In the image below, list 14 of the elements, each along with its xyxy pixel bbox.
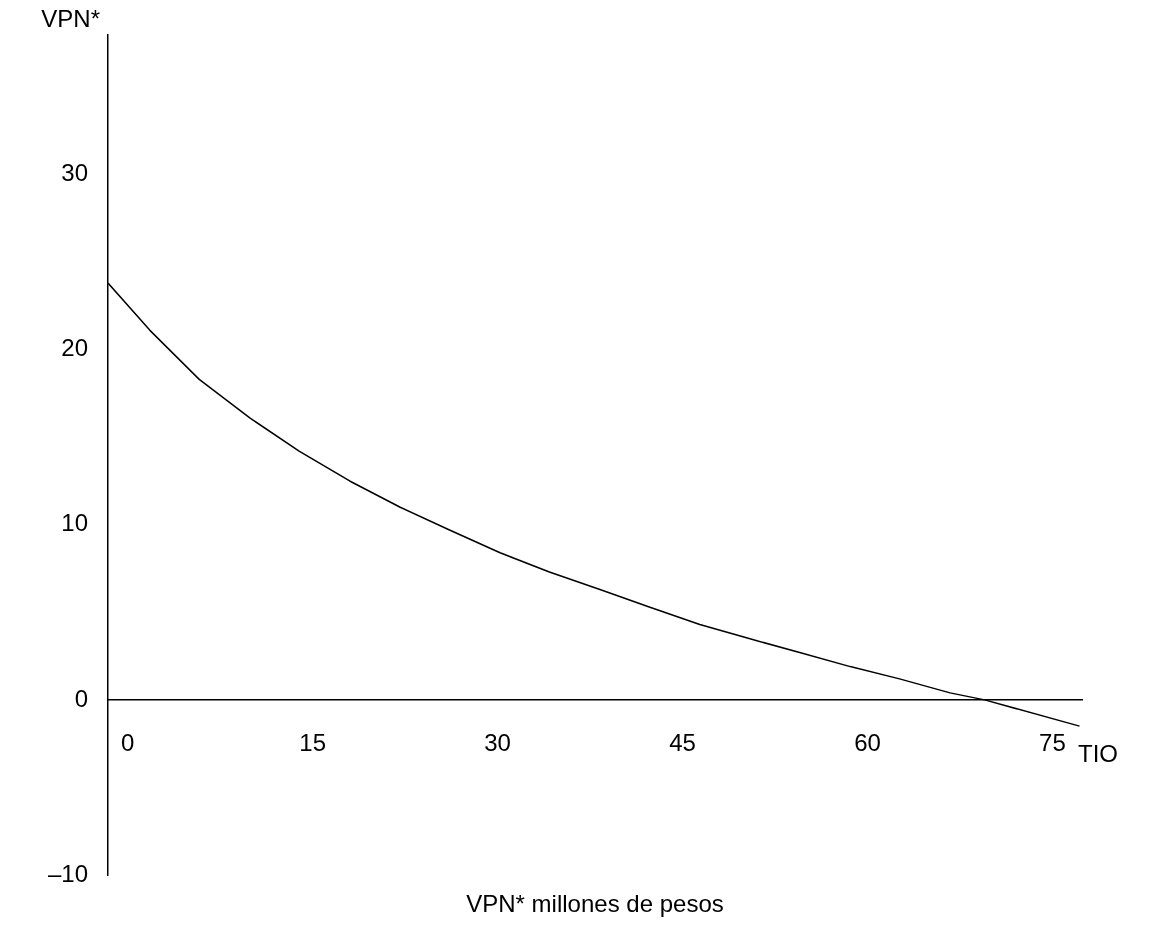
x-tick-label: 45 (669, 728, 696, 756)
y-tick-label: 30 (61, 159, 88, 187)
y-tick-label: 20 (61, 334, 88, 362)
x-tick-label: 30 (484, 728, 511, 756)
x-tick-label: 60 (854, 728, 881, 756)
y-tick-label: 0 (74, 684, 88, 712)
y-tick-label: 10 (61, 509, 88, 537)
y-tick-label: –10 (47, 859, 88, 887)
x-tick-label: 75 (1039, 728, 1066, 756)
x-tick-label: 15 (299, 728, 327, 756)
y-axis-title: VPN* (41, 4, 100, 32)
text: VPN* millones de pesos (466, 889, 724, 917)
x-axis-title: TIO (1078, 739, 1118, 767)
x-tick-label: 0 (121, 728, 135, 756)
